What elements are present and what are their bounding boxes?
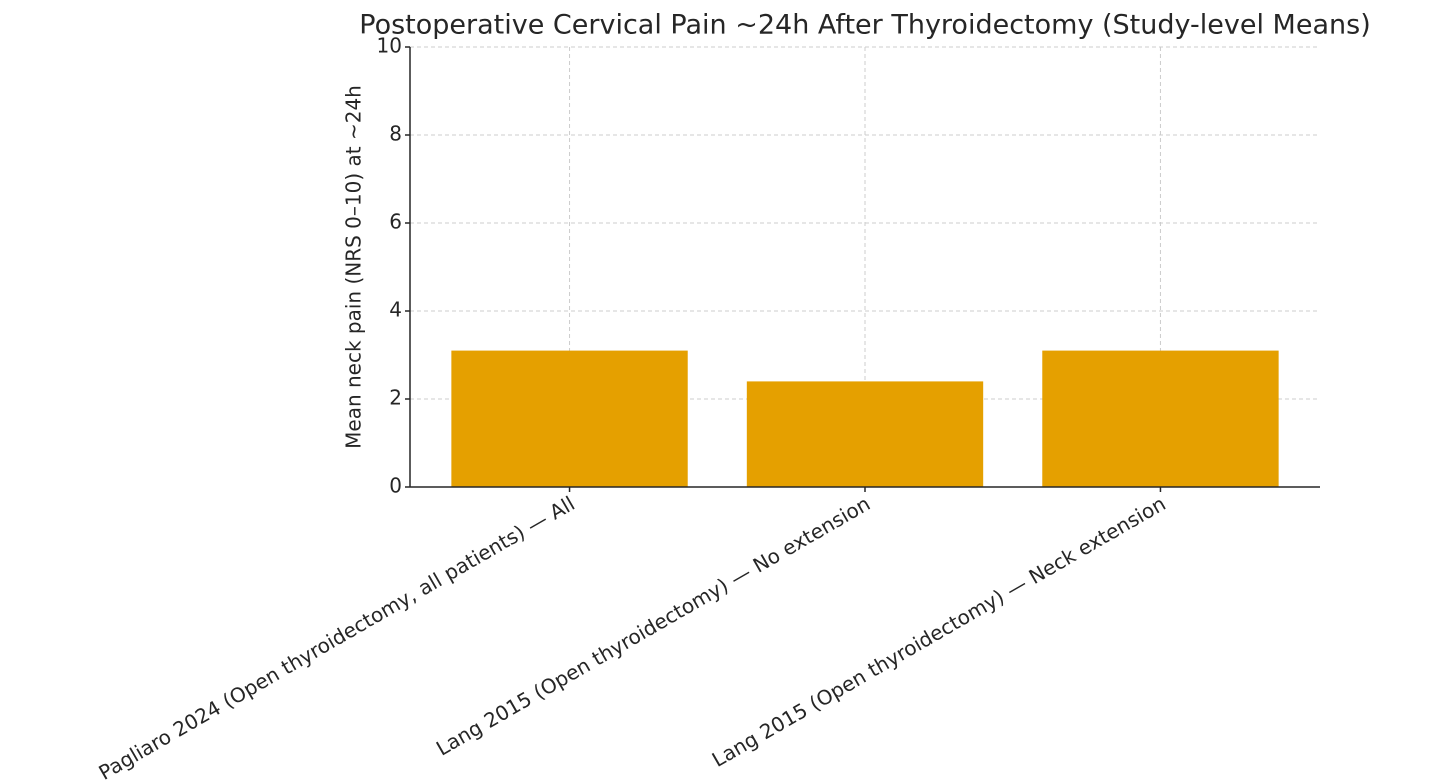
y-tick-label: 8 [389, 122, 402, 146]
y-axis-label: Mean neck pain (NRS 0–10) at ~24h [342, 85, 366, 449]
chart-title: Postoperative Cervical Pain ~24h After T… [359, 10, 1370, 41]
x-tick-label: Pagliaro 2024 (Open thyroidectomy, all p… [94, 491, 578, 780]
y-tick-label: 2 [389, 386, 402, 410]
bar [451, 350, 688, 487]
x-tick-label: Lang 2015 (Open thyroidectomy) — Neck ex… [708, 491, 1170, 772]
y-tick-label: 0 [389, 474, 402, 498]
bar [1042, 350, 1279, 487]
bar [746, 381, 984, 487]
y-tick-label: 6 [389, 210, 402, 234]
y-tick-label: 4 [389, 298, 402, 322]
y-tick-label: 10 [377, 34, 402, 58]
